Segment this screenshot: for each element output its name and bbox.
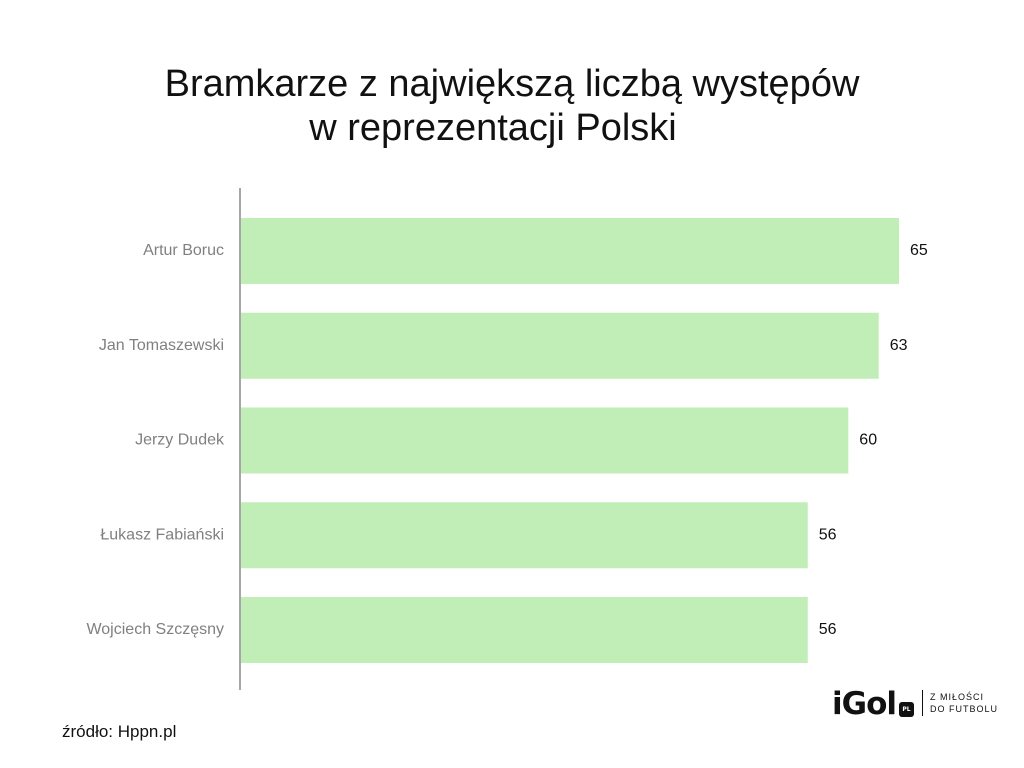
value-label-4: 56 [819,526,837,543]
bar-3 [240,407,849,474]
logo-badge-icon: PL [899,702,914,717]
chart-title-line-1: Bramkarze z największą liczbą występów [164,63,860,105]
category-label-2: Jan Tomaszewski [99,337,224,354]
value-label-3: 60 [859,432,877,449]
bar-1 [240,218,899,284]
chart-title-line-2: w reprezentacji Polski [309,107,677,149]
bar-5 [240,597,808,663]
logo-tagline-line-2: DO FUTBOLU [930,704,999,714]
logo-divider [922,690,923,716]
value-label-5: 56 [819,621,837,638]
logo-tagline-line-1: Z MIŁOŚCI [930,692,985,702]
logo-wordmark: iGol [832,686,897,722]
value-label-1: 65 [910,242,928,259]
category-label-1: Artur Boruc [143,242,224,259]
category-label-3: Jerzy Dudek [135,432,225,449]
igol-logo: iGol PL Z MIŁOŚCI DO FUTBOLU [832,684,1002,724]
category-label-5: Wojciech Szczęsny [86,621,224,638]
category-label-4: Łukasz Fabiański [100,526,224,543]
bar-chart: Artur Boruc 65 Jan Tomaszewski 63 Jerzy Dude… [86,188,928,690]
source-note: źródło: Hppn.pl [62,722,177,741]
chart-title: Bramkarze z największą liczbą występów w… [0,62,1024,150]
bar-2 [240,312,879,379]
bar-4 [240,502,808,569]
value-label-2: 63 [890,337,908,354]
logo-tagline: Z MIŁOŚCI DO FUTBOLU [930,691,998,715]
